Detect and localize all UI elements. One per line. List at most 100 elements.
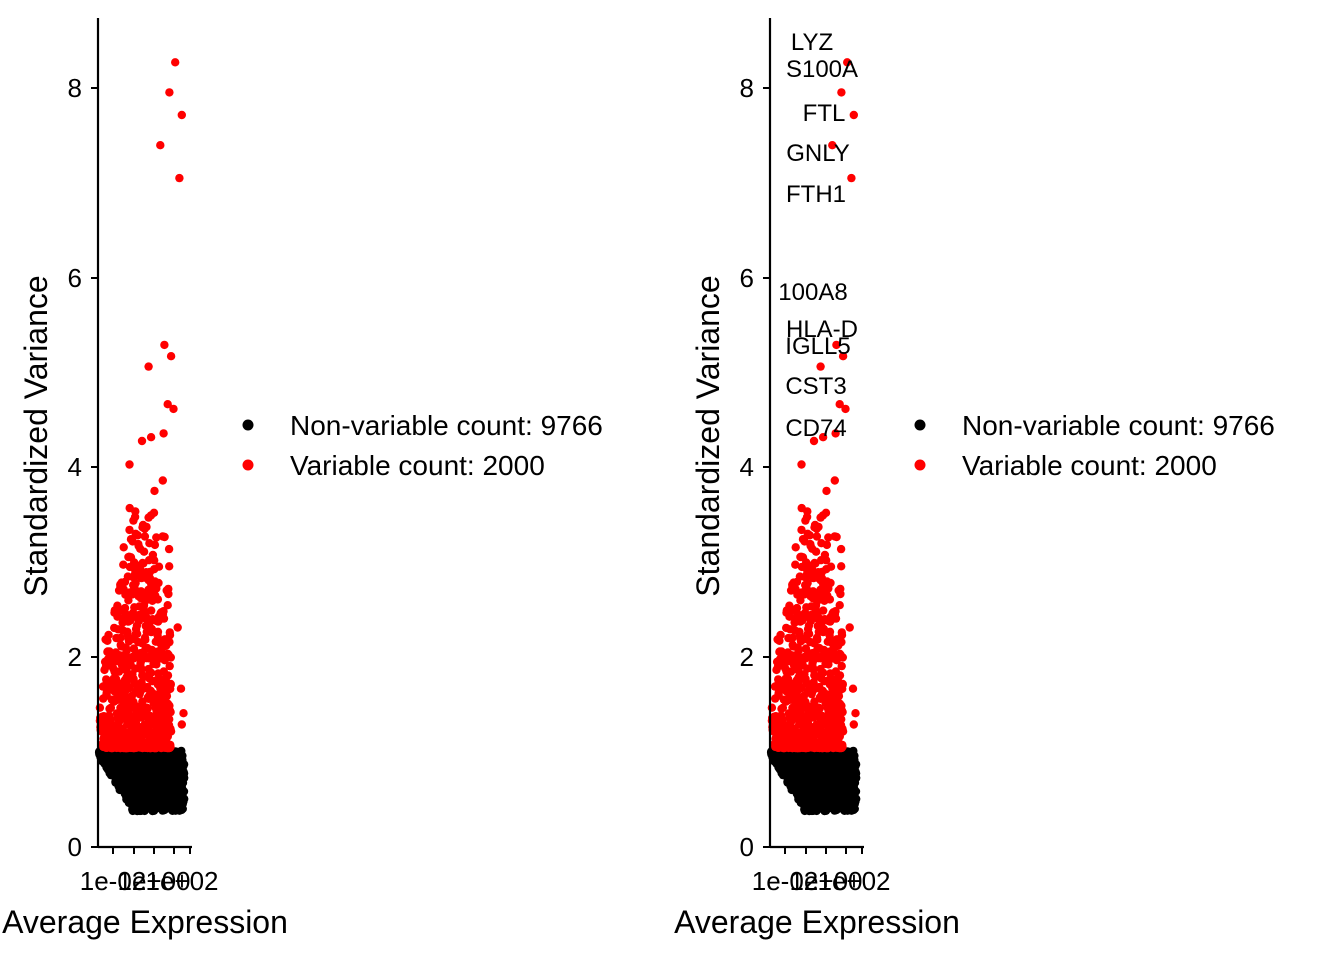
variable-point (803, 578, 812, 588)
variable-point (134, 591, 143, 601)
variable-point (838, 727, 847, 736)
x-tick-label: 1e-02 (80, 866, 147, 896)
variable-point (796, 617, 805, 626)
non-variable-point (814, 775, 823, 784)
top-variable-point (125, 460, 134, 469)
variable-point (848, 684, 858, 693)
variable-point (116, 582, 125, 591)
variable-point (133, 531, 142, 540)
non-variable-point (837, 797, 846, 807)
variable-point (158, 532, 167, 541)
variable-point (824, 706, 833, 715)
variable-point (130, 680, 140, 689)
non-variable-point (119, 770, 128, 779)
legend-label-non-variable: Non-variable count: 9766 (962, 410, 1275, 441)
variable-point (822, 556, 831, 565)
variable-point (134, 610, 144, 620)
variable-point (126, 654, 135, 663)
variable-point (772, 665, 781, 675)
variable-point (102, 685, 112, 694)
x-axis-title-right: Average Expression (674, 904, 960, 940)
variable-point (813, 596, 822, 606)
variable-point (789, 658, 798, 668)
gene-label-ftl: FTL (803, 100, 846, 127)
legend-key-variable (914, 459, 926, 471)
variable-point (836, 544, 846, 554)
legend-key-non-variable (914, 419, 926, 431)
variable-point (806, 591, 815, 601)
non-variable-point (106, 759, 115, 768)
non-variable-point (846, 763, 856, 772)
variable-point (125, 503, 134, 513)
gene-label-gnly: GNLY (786, 140, 850, 167)
variable-point (154, 612, 163, 622)
variable-point (797, 525, 806, 535)
variable-point (783, 648, 792, 657)
top-variable-point (165, 88, 174, 97)
variable-point (851, 709, 860, 718)
non-variable-point (173, 791, 183, 800)
gene-label-s100a: S100A (786, 56, 858, 83)
variable-point (782, 687, 791, 696)
gene-label-cd74: CD74 (785, 415, 846, 442)
variable-point (784, 713, 794, 722)
non-variable-point (145, 790, 155, 799)
variable-point (163, 653, 172, 662)
variable-point (166, 684, 175, 694)
variable-point (140, 633, 150, 642)
variable-point (136, 686, 146, 695)
y-ticks-left: 0 2 4 6 8 (68, 73, 98, 862)
non-variable-point (845, 791, 855, 800)
gene-label-fth1: FTH1 (786, 181, 846, 208)
variable-point (798, 654, 807, 663)
top-variable-point (146, 433, 156, 442)
variable-point (152, 533, 161, 542)
variable-point (149, 696, 158, 705)
non-variable-point (796, 783, 805, 793)
variable-point (825, 634, 835, 643)
variable-point (794, 646, 803, 655)
variable-point (786, 724, 796, 734)
variable-point (805, 561, 814, 571)
variable-point (794, 666, 803, 675)
variable-point (129, 516, 138, 525)
variable-point (814, 522, 823, 532)
variable-point (817, 669, 826, 678)
variable-point (122, 666, 131, 675)
top-variable-point (832, 340, 841, 350)
variable-point (144, 513, 153, 522)
non-variable-point (131, 775, 141, 785)
top-variable-point (849, 110, 858, 120)
non-variable-point (135, 803, 145, 813)
variable-point (127, 535, 136, 544)
variable-point (824, 584, 833, 593)
variable-point (124, 617, 133, 626)
non-variable-point (803, 775, 813, 785)
variable-point (806, 539, 815, 549)
variable-point (837, 562, 846, 571)
variable-point (116, 733, 125, 742)
non-variable-point (834, 780, 843, 790)
variable-point (777, 647, 786, 656)
variable-point (797, 552, 806, 561)
variable-point (176, 684, 186, 693)
variable-point (152, 706, 161, 715)
variable-point (100, 665, 109, 675)
non-variable-point (142, 775, 151, 784)
variable-point (791, 626, 800, 635)
y-tick-label: 6 (740, 263, 754, 293)
variable-point (122, 674, 131, 683)
variable-point (832, 642, 841, 651)
variable-point (798, 716, 808, 725)
variable-point (105, 647, 114, 656)
variable-point (836, 584, 845, 594)
variable-point (807, 602, 816, 611)
top-variable-point (144, 362, 153, 371)
y-tick-label: 8 (740, 73, 754, 103)
variable-point (138, 742, 147, 752)
top-variable-point (158, 476, 167, 485)
variable-point (806, 649, 815, 658)
variable-point (164, 720, 174, 730)
top-variable-point (797, 460, 806, 469)
gene-label-lyz: LYZ (791, 29, 833, 56)
